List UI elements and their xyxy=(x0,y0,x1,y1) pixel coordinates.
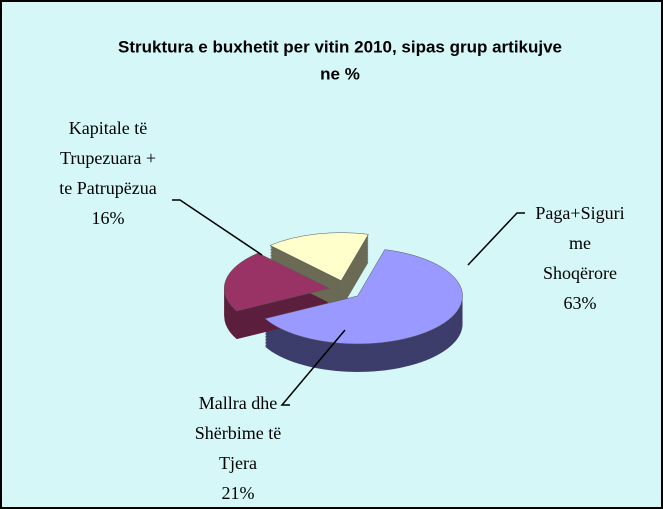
slice-label: Shoqërore xyxy=(543,263,617,283)
chart-title: Struktura e buxhetit per vitin 2010, sip… xyxy=(118,37,562,56)
slice-label: Paga+Siguri xyxy=(535,203,624,223)
slice-label: Mallra dhe xyxy=(199,393,277,413)
slice xyxy=(224,252,330,312)
slice-value-label: 21% xyxy=(222,483,255,503)
slice-value-label: 63% xyxy=(564,293,597,313)
slice-label: Kapitale të xyxy=(69,118,147,138)
slice xyxy=(269,232,369,282)
leader-line xyxy=(467,212,525,266)
chart-title: ne % xyxy=(320,64,360,83)
leader-line xyxy=(172,199,263,256)
slice-value-label: 16% xyxy=(92,208,125,228)
slice-label: Shërbime të xyxy=(195,423,281,443)
slice-label: Trupezuara + xyxy=(60,148,156,168)
slice xyxy=(264,249,463,345)
slice-label: me xyxy=(569,233,591,253)
leader-line xyxy=(280,329,346,406)
slice-label: Tjera xyxy=(219,453,257,473)
slice-label: te Patrupëzua xyxy=(59,178,156,198)
